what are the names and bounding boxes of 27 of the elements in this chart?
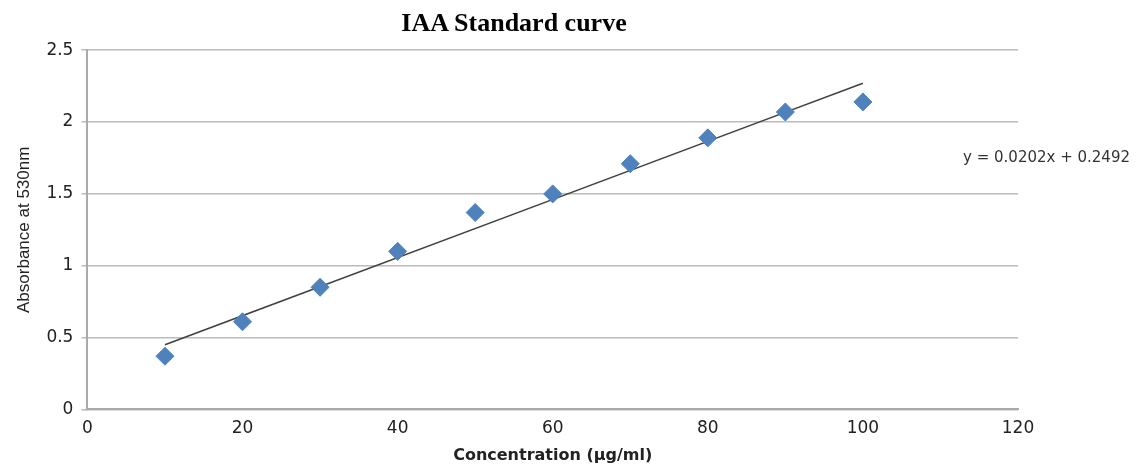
point (543, 184, 563, 204)
x-tick-label: 60 (541, 417, 564, 438)
x-tick-label: 20 (231, 417, 254, 438)
x-tick-label: 80 (696, 417, 719, 438)
x-tick-label: 100 (846, 417, 880, 438)
point (155, 346, 175, 366)
y-tick-label: 0 (62, 397, 74, 418)
annotation: y = 0.0202x + 0.2492 (963, 147, 1130, 166)
y-tick-label: 1.5 (46, 182, 74, 203)
x-tick-label: 40 (386, 417, 409, 438)
point (620, 154, 640, 174)
point (233, 312, 253, 332)
point (388, 241, 408, 261)
point (465, 203, 485, 223)
point (853, 92, 873, 112)
point (310, 277, 330, 297)
chart-title: IAA Standard curve (401, 8, 627, 38)
point (698, 128, 718, 148)
y-tick-label: 0.5 (46, 325, 74, 346)
y-tick-label: 1 (62, 254, 74, 275)
point (775, 102, 795, 122)
x-axis-title: Concentration (µg/ml) (453, 444, 653, 464)
x-tick-label: 0 (82, 417, 93, 438)
y-tick-label: 2.5 (46, 38, 74, 59)
y-axis-title: Absorbance at 530nm (13, 146, 33, 313)
x-tick-label: 120 (1001, 417, 1035, 438)
y-tick-label: 2 (62, 110, 74, 131)
